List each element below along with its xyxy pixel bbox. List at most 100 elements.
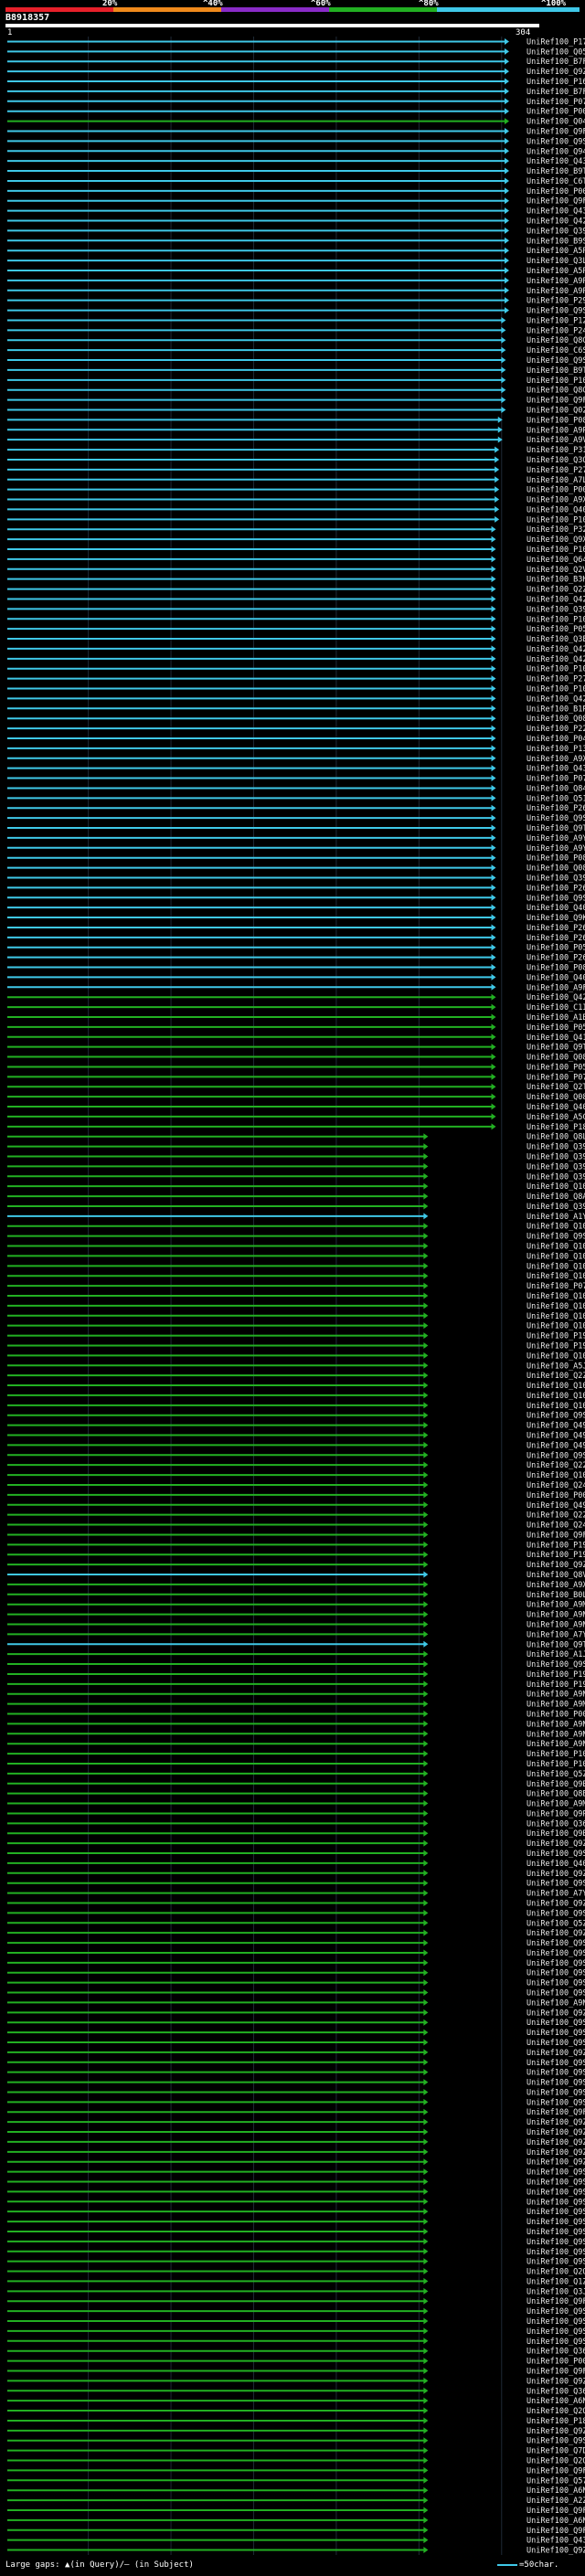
hit-row[interactable]: UniRef100_Q36688 <box>7 1819 585 1829</box>
hit-row[interactable]: UniRef100_Q40565 <box>7 904 585 913</box>
hit-label[interactable]: UniRef100_P26576 <box>526 804 585 813</box>
hit-row[interactable]: UniRef100_Q22572 <box>7 1511 585 1521</box>
hit-row[interactable]: UniRef100_A7L1T5 <box>7 476 585 485</box>
hit-row[interactable]: UniRef100_Q8GRJ7 <box>7 336 585 345</box>
hit-label[interactable]: UniRef100_Q8LNQ8 <box>526 1133 585 1142</box>
hit-label[interactable]: UniRef100_P00689 <box>526 108 585 117</box>
hit-label[interactable]: UniRef100_A6NSN6 <box>526 2486 585 2496</box>
hit-label[interactable]: UniRef100_Q9SNW3 <box>526 2327 585 2337</box>
hit-row[interactable]: UniRef100_Q9FXZ3 <box>7 2367 585 2376</box>
hit-label[interactable]: UniRef100_Q9SNS6 <box>526 2437 585 2446</box>
hit-label[interactable]: UniRef100_P00865 <box>526 1711 585 1720</box>
hit-label[interactable]: UniRef100_Q10741 <box>526 1312 585 1321</box>
hit-row[interactable]: UniRef100_P05349 <box>7 1023 585 1033</box>
hit-row[interactable]: UniRef100_P00689 <box>7 108 585 117</box>
hit-label[interactable]: UniRef100_Q9SXT2 <box>526 1451 585 1460</box>
hit-label[interactable]: UniRef100_B0LMN2 <box>526 1591 585 1600</box>
hit-row[interactable]: UniRef100_B3H5S3 <box>7 576 585 585</box>
hit-label[interactable]: UniRef100_Q9SPD0 <box>526 1939 585 1948</box>
hit-row[interactable]: UniRef100_C1IZ18 <box>7 1003 585 1012</box>
hit-label[interactable]: UniRef100_Q43874 <box>526 157 585 166</box>
hit-label[interactable]: UniRef100_Q39833 <box>526 227 585 236</box>
hit-row[interactable]: UniRef100_P17673 <box>7 37 585 47</box>
hit-row[interactable]: UniRef100_Q9ZWG2 <box>7 2377 585 2386</box>
hit-row[interactable]: UniRef100_Q9SXT2 <box>7 1451 585 1460</box>
hit-row[interactable]: UniRef100_P10796 <box>7 376 585 386</box>
hit-row[interactable]: UniRef100_Q9KSA2 <box>7 914 585 923</box>
hit-row[interactable]: UniRef100_Q42306 <box>7 694 585 704</box>
hit-row[interactable]: UniRef100_Q10787 <box>7 1292 585 1301</box>
hit-row[interactable]: UniRef100_Q9S7A8 <box>7 2039 585 2048</box>
hit-row[interactable]: UniRef100_P10727 <box>7 515 585 525</box>
hit-row[interactable]: UniRef100_Q9ZWG1 <box>7 2547 585 2556</box>
hit-row[interactable]: UniRef100_Q9SNW6 <box>7 1979 585 1988</box>
hit-label[interactable]: UniRef100_Q08400 <box>526 1054 585 1063</box>
hit-row[interactable]: UniRef100_P31333 <box>7 446 585 455</box>
hit-label[interactable]: UniRef100_P32764 <box>526 525 585 535</box>
hit-row[interactable]: UniRef100_P00872 <box>7 1491 585 1500</box>
hit-label[interactable]: UniRef100_A9PJL6 <box>526 277 585 286</box>
hit-row[interactable]: UniRef100_Q94I16 <box>7 147 585 156</box>
hit-row[interactable]: UniRef100_B0LMN2 <box>7 1591 585 1600</box>
hit-row[interactable]: UniRef100_A9NNL5 <box>7 1730 585 1739</box>
hit-row[interactable]: UniRef100_Q40004 <box>7 1860 585 1869</box>
hit-row[interactable]: UniRef100_Q9SAV6 <box>7 2069 585 2078</box>
hit-row[interactable]: UniRef100_Q10782 <box>7 1302 585 1311</box>
hit-label[interactable]: UniRef100_P00872 <box>526 1491 585 1500</box>
hit-row[interactable]: UniRef100_P10795 <box>7 685 585 694</box>
hit-row[interactable]: UniRef100_Q39747 <box>7 1172 585 1182</box>
hit-row[interactable]: UniRef100_Q9SNW8 <box>7 2198 585 2207</box>
hit-row[interactable]: UniRef100_Q43115 <box>7 207 585 217</box>
hit-label[interactable]: UniRef100_B3H5S3 <box>526 576 585 585</box>
hit-row[interactable]: UniRef100_A9MK29 <box>7 1601 585 1610</box>
hit-row[interactable]: UniRef100_Q10626 <box>7 1243 585 1252</box>
hit-row[interactable]: UniRef100_P22435 <box>7 725 585 734</box>
hit-row[interactable]: UniRef100_Q42516 <box>7 993 585 1002</box>
hit-label[interactable]: UniRef100_Q10788 <box>526 1262 585 1271</box>
hit-row[interactable]: UniRef100_Q9FU14 <box>7 197 585 207</box>
hit-row[interactable]: UniRef100_P26576 <box>7 804 585 813</box>
hit-label[interactable]: UniRef100_Q10629 <box>526 1252 585 1261</box>
hit-row[interactable]: UniRef100_Q9ZSS1 <box>7 1929 585 1938</box>
hit-row[interactable]: UniRef100_A1YM58 <box>7 1213 585 1222</box>
hit-label[interactable]: UniRef100_P19781 <box>526 1541 585 1550</box>
hit-row[interactable]: UniRef100_A9XP21 <box>7 755 585 764</box>
hit-row[interactable]: UniRef100_P19312 <box>7 1332 585 1341</box>
hit-row[interactable]: UniRef100_Q9ZWH4 <box>7 2128 585 2137</box>
hit-row[interactable]: UniRef100_P07179 <box>7 775 585 784</box>
hit-row[interactable]: UniRef100_P10031 <box>7 1760 585 1769</box>
hit-row[interactable]: UniRef100_Q39751 <box>7 1162 585 1171</box>
hit-row[interactable]: UniRef100_Q22G45 <box>7 1461 585 1470</box>
hit-label[interactable]: UniRef100_Q3LFG0 <box>526 257 585 266</box>
hit-row[interactable]: UniRef100_Q7DR36 <box>7 2447 585 2456</box>
hit-label[interactable]: UniRef100_Q40565 <box>526 904 585 913</box>
hit-label[interactable]: UniRef100_P07689 <box>526 98 585 107</box>
hit-label[interactable]: UniRef100_Q8GRJ7 <box>526 336 585 345</box>
hit-row[interactable]: UniRef100_Q2QTJ3 <box>7 2457 585 2466</box>
hit-row[interactable]: UniRef100_Q08186 <box>7 864 585 874</box>
hit-row[interactable]: UniRef100_Q10747 <box>7 1471 585 1480</box>
hit-label[interactable]: UniRef100_A9XP21 <box>526 755 585 764</box>
hit-label[interactable]: UniRef100_Q42306 <box>526 694 585 704</box>
hit-row[interactable]: UniRef100_Q8LNQ8 <box>7 1133 585 1142</box>
hit-row[interactable]: UniRef100_Q51BY4 <box>7 794 585 803</box>
hit-label[interactable]: UniRef100_A9NVP6 <box>526 1691 585 1700</box>
hit-row[interactable]: UniRef100_P16032 <box>7 78 585 87</box>
hit-label[interactable]: UniRef100_Q9SNZ6 <box>526 2228 585 2237</box>
hit-row[interactable]: UniRef100_Q8GQ85 <box>7 387 585 396</box>
hit-row[interactable]: UniRef100_Q10784 <box>7 1382 585 1391</box>
hit-label[interactable]: UniRef100_Q10624 <box>526 1223 585 1232</box>
hit-row[interactable]: UniRef100_P08706 <box>7 964 585 973</box>
hit-row[interactable]: UniRef100_Q10745 <box>7 1272 585 1281</box>
hit-row[interactable]: UniRef100_Q9BHQ3 <box>7 1780 585 1789</box>
hit-label[interactable]: UniRef100_Q36688 <box>526 1819 585 1829</box>
hit-label[interactable]: UniRef100_Q39744 <box>526 874 585 883</box>
hit-label[interactable]: UniRef100_Q9S7N4 <box>526 2098 585 2107</box>
hit-row[interactable]: UniRef100_Q9S7N4 <box>7 2098 585 2107</box>
hit-row[interactable]: UniRef100_Q9SBU7 <box>7 137 585 146</box>
hit-label[interactable]: UniRef100_P26575 <box>526 934 585 943</box>
hit-label[interactable]: UniRef100_Q9SAV8 <box>526 2188 585 2197</box>
hit-label[interactable]: UniRef100_Q9SAV1 <box>526 2337 585 2347</box>
hit-label[interactable]: UniRef100_Q9SNW6 <box>526 1979 585 1988</box>
hit-row[interactable]: UniRef100_Q9F3R1 <box>7 1531 585 1540</box>
